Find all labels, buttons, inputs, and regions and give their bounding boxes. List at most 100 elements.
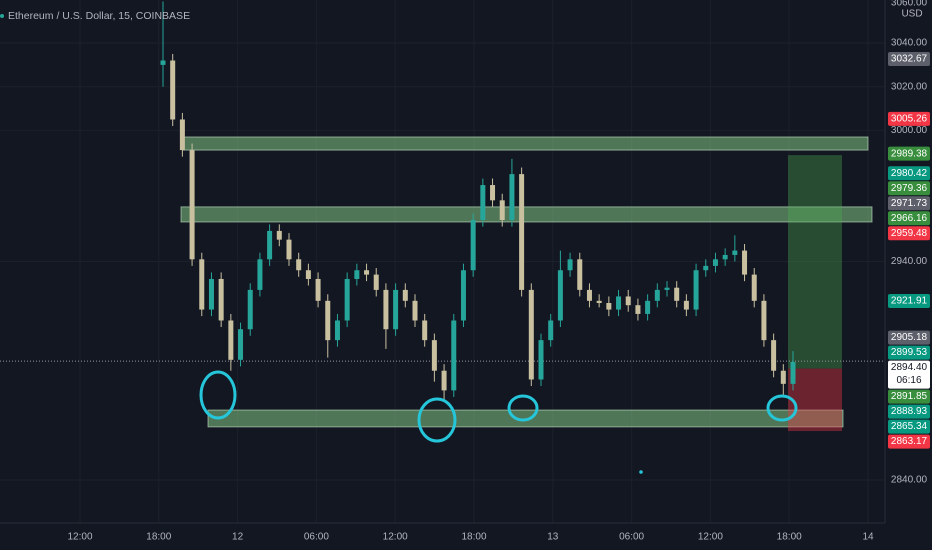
loss-zone <box>788 368 842 432</box>
candle-body <box>577 259 583 290</box>
x-tick-label: 06:00 <box>619 532 644 543</box>
candle-body <box>645 300 651 314</box>
price-tag <box>888 294 930 309</box>
candle-body <box>412 300 418 321</box>
candle-body <box>179 119 185 151</box>
candle-body <box>160 60 166 65</box>
candle-body <box>199 259 205 310</box>
candle-body <box>664 287 670 290</box>
price-tag <box>888 404 930 419</box>
candle-body <box>490 185 496 201</box>
candle-body <box>693 270 699 310</box>
y-tick-label: 2840.00 <box>891 475 928 486</box>
candle-body <box>247 289 253 330</box>
zones <box>0 136 885 432</box>
candle-body <box>238 329 244 360</box>
price-tag-label: 2979.36 <box>891 183 928 194</box>
y-tick-label: 2940.00 <box>891 256 928 267</box>
price-tag <box>888 434 930 449</box>
support-resistance-zone <box>180 206 873 223</box>
price-tag <box>888 419 930 434</box>
price-tag-label: 3032.67 <box>891 54 928 65</box>
x-tick-label: 12:00 <box>383 532 408 543</box>
candle-body <box>257 259 263 290</box>
price-tag-label: 2971.73 <box>891 198 928 209</box>
price-tag-label: 2966.16 <box>891 213 928 224</box>
candle-body <box>422 320 428 341</box>
support-resistance-zone <box>182 136 869 151</box>
candle-body <box>771 340 777 371</box>
price-tag-label: 2959.48 <box>891 228 928 239</box>
y-tick-label: 3020.00 <box>891 81 928 92</box>
price-tag-label: 2989.38 <box>891 148 928 159</box>
candle-body <box>499 200 505 220</box>
drawn-circle <box>199 370 237 420</box>
candle-body <box>654 289 660 301</box>
candle-body <box>441 370 447 391</box>
x-tick-label: 12:00 <box>67 532 92 543</box>
candle-body <box>393 289 399 330</box>
candle-body <box>480 185 486 220</box>
x-tick-label: 18:00 <box>146 532 171 543</box>
x-tick-label: 18:00 <box>777 532 802 543</box>
candle-body <box>431 340 437 371</box>
price-tag <box>888 211 930 226</box>
price-tag <box>888 226 930 241</box>
price-tag-label: 2863.17 <box>891 436 928 447</box>
candle-body <box>354 270 360 279</box>
candle-body <box>373 274 379 290</box>
price-tag-label: 2865.34 <box>891 421 928 432</box>
candle-body <box>538 340 544 380</box>
candle-body <box>315 278 321 301</box>
y-tick-label: 3060.00 <box>891 0 928 9</box>
profit-zone <box>788 155 842 369</box>
price-tag-label: 2921.91 <box>891 296 928 307</box>
candle-body <box>286 239 292 260</box>
candle-body <box>742 250 748 275</box>
overlay <box>199 370 798 474</box>
price-tag <box>888 166 930 181</box>
price-tag <box>888 389 930 404</box>
marker-dot <box>639 470 643 474</box>
x-tick-label: 12:00 <box>698 532 723 543</box>
candle-body <box>509 174 515 220</box>
candle-body <box>674 287 680 301</box>
x-tick-label: 13 <box>547 532 559 543</box>
price-tag-label: 2980.42 <box>891 168 928 179</box>
candle-body <box>519 174 525 290</box>
price-tag-label: 2891.85 <box>891 391 928 402</box>
drawn-circle <box>417 397 457 443</box>
candle-body <box>460 270 466 321</box>
candle-body <box>616 296 622 310</box>
price-tag <box>888 52 930 67</box>
x-tick-label: 18:00 <box>461 532 486 543</box>
candle-body <box>567 259 573 271</box>
candle-body <box>732 250 738 255</box>
candle-body <box>228 320 234 360</box>
candle-body <box>780 370 786 384</box>
candle-body <box>761 300 767 341</box>
price-tag <box>888 181 930 196</box>
candle-body <box>296 259 302 271</box>
candle-body <box>364 270 370 275</box>
price-tag <box>888 330 930 345</box>
candle-body <box>548 320 554 341</box>
candle-body <box>635 305 641 314</box>
currency-label: USD <box>901 9 922 20</box>
candle-body <box>557 270 563 321</box>
candle-body <box>383 289 389 330</box>
price-tag <box>888 146 930 161</box>
candle-body <box>402 289 408 301</box>
candle-body <box>344 278 350 321</box>
countdown-label: 06:16 <box>896 375 921 386</box>
candle-body <box>703 265 709 271</box>
price-tag <box>888 360 930 389</box>
drawn-circle <box>766 394 798 422</box>
price-tag-label: 3005.26 <box>891 114 928 125</box>
candle-body <box>305 270 311 279</box>
candle-body <box>470 219 476 271</box>
candle-body <box>208 278 214 310</box>
candle-body <box>451 320 457 391</box>
candle-body <box>528 289 534 380</box>
